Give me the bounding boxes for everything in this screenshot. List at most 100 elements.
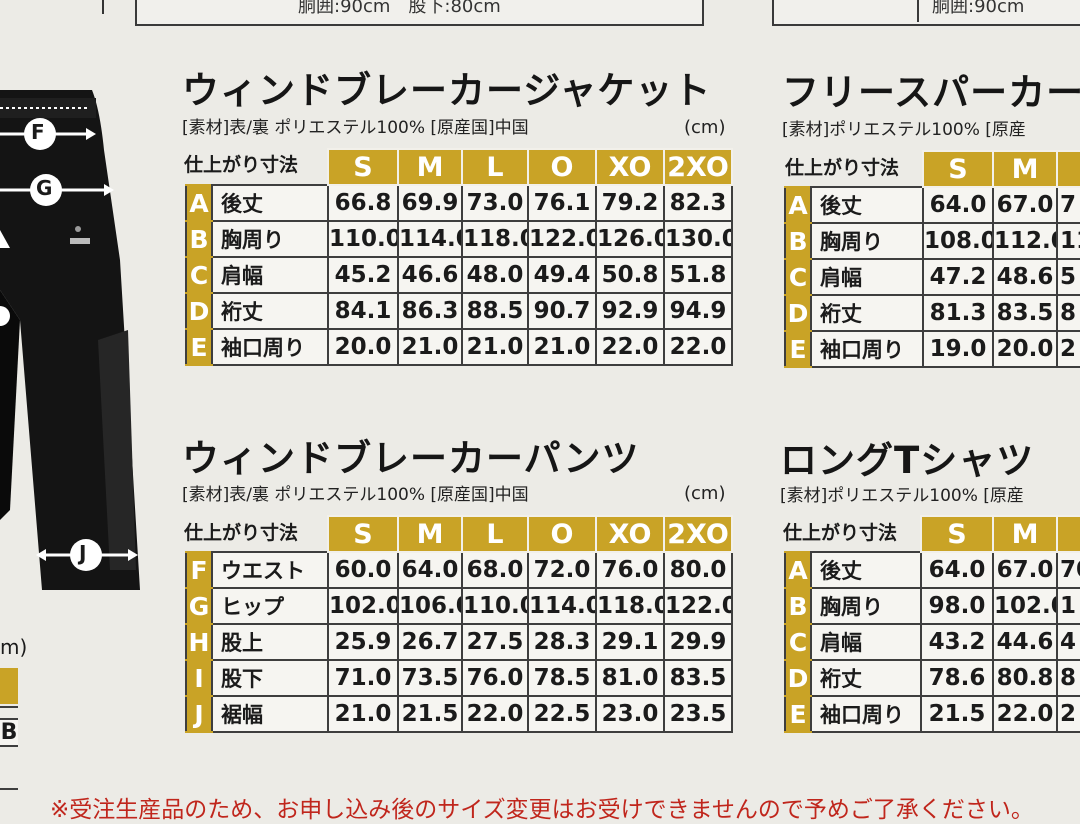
row-name: ウエスト <box>211 551 329 589</box>
row-name: 股上 <box>211 623 329 661</box>
pants-material: [素材]表/裏 ポリエステル100% [原産国]中国 <box>182 485 529 505</box>
value-cell: 26.7 <box>397 623 463 661</box>
value-cell: 67.0 <box>992 551 1058 589</box>
pants-title: ウィンドブレーカーパンツ <box>182 437 640 480</box>
table-row: A 後丈 66.8 69.9 73.0 76.1 79.2 82.3 <box>185 184 733 222</box>
pants-table-label: 仕上がり寸法 <box>184 522 299 544</box>
value-cell: 5 <box>1056 258 1080 296</box>
size-header: O <box>527 515 597 553</box>
measure-badge-j <box>70 539 102 571</box>
value-cell: 23.0 <box>595 695 665 733</box>
row-name: 股下 <box>211 659 329 697</box>
value-cell: 122.0 <box>663 587 733 625</box>
value-cell: 45.2 <box>327 256 399 294</box>
row-name: 胸周り <box>810 587 922 625</box>
brand-tag <box>70 238 90 244</box>
value-cell: 118.0 <box>595 587 665 625</box>
row-letter: E <box>784 330 812 368</box>
row-name: 裄丈 <box>810 294 924 332</box>
row-letter: E <box>784 695 812 733</box>
table-row: E 袖口周り 20.0 21.0 21.0 21.0 22.0 22.0 <box>185 328 733 366</box>
value-cell: 8 <box>1056 659 1080 697</box>
arrow-head-j-right <box>128 549 138 561</box>
size-header: S <box>922 150 994 188</box>
value-cell: 21.0 <box>527 328 597 366</box>
size-header: M <box>992 150 1058 188</box>
value-cell: 19.0 <box>922 330 994 368</box>
fleece-table-label: 仕上がり寸法 <box>785 157 900 179</box>
value-cell: 94.9 <box>663 292 733 330</box>
arrow-head-f <box>86 128 96 140</box>
value-cell: 114.0 <box>397 220 463 258</box>
row-name: 後丈 <box>211 184 329 222</box>
value-cell: 28.3 <box>527 623 597 661</box>
longtee-material: [素材]ポリエステル100% [原産 <box>780 486 1024 506</box>
jacket-title: ウィンドブレーカージャケット <box>182 69 712 112</box>
value-cell: 72.0 <box>527 551 597 589</box>
row-letter: D <box>784 659 812 697</box>
row-name: 肩幅 <box>211 256 329 294</box>
row-name: ヒップ <box>211 587 329 625</box>
value-cell: 84.1 <box>327 292 399 330</box>
arrow-head-side <box>0 230 10 248</box>
row-letter: F <box>185 551 213 589</box>
logo-mark <box>75 226 81 232</box>
row-letter: B <box>784 587 812 625</box>
value-cell: 47.2 <box>922 258 994 296</box>
pants-header-blank <box>186 516 328 552</box>
size-header: M <box>397 515 463 553</box>
jacket-header-row: S M L O XO 2XO <box>186 148 733 186</box>
value-cell: 21.5 <box>920 695 994 733</box>
value-cell: 66.8 <box>327 184 399 222</box>
table-row: I 股下 71.0 73.5 76.0 78.5 81.0 83.5 <box>185 659 733 697</box>
fleece-header-blank <box>785 151 923 187</box>
value-cell: 110.0 <box>461 587 529 625</box>
value-cell: 29.1 <box>595 623 665 661</box>
left-edge-unit: m) <box>0 635 28 659</box>
value-cell: 64.0 <box>922 186 994 224</box>
value-cell: 49.4 <box>527 256 597 294</box>
jacket-material: [素材]表/裏 ポリエステル100% [原産国]中国 <box>182 118 529 138</box>
row-name: 後丈 <box>810 551 922 589</box>
value-cell: 114.0 <box>527 587 597 625</box>
size-header: M <box>992 515 1058 553</box>
footer-note: ※受注生産品のため、お申し込み後のサイズ変更はお受けできませんので予めご了承くだ… <box>50 797 1034 823</box>
fleece-title: フリースパーカー <box>782 71 1080 114</box>
arrow-head-g <box>104 184 114 196</box>
value-cell: 98.0 <box>920 587 994 625</box>
table-row: J 裾幅 21.0 21.5 22.0 22.5 23.0 23.5 <box>185 695 733 733</box>
table-row: D 裄丈 84.1 86.3 88.5 90.7 92.9 94.9 <box>185 292 733 330</box>
value-cell: 80.0 <box>663 551 733 589</box>
value-cell: 22.0 <box>992 695 1058 733</box>
top-info-box-right <box>772 0 1080 26</box>
row-letter: A <box>185 184 213 222</box>
arrow-head-j-left <box>36 549 46 561</box>
row-name: 肩幅 <box>810 623 922 661</box>
value-cell: 110.0 <box>327 220 399 258</box>
left-edge-cell-c <box>0 752 18 790</box>
value-cell: 83.5 <box>663 659 733 697</box>
value-cell: 81.0 <box>595 659 665 697</box>
top-info-box-left <box>135 0 704 26</box>
value-cell: 73.5 <box>397 659 463 697</box>
value-cell: 43.2 <box>920 623 994 661</box>
value-cell: 20.0 <box>327 328 399 366</box>
value-cell: 21.0 <box>327 695 399 733</box>
size-header: 2XO <box>663 515 733 553</box>
value-cell: 76.0 <box>595 551 665 589</box>
value-cell: 102.0 <box>992 587 1058 625</box>
row-name: 後丈 <box>810 186 924 224</box>
jacket-size-table: S M L O XO 2XO A 後丈 66.8 69.9 73.0 76.1 79.2 82… <box>185 148 733 366</box>
table-row: E 袖口周り 21.5 22.0 2 <box>784 695 1080 733</box>
row-letter: H <box>185 623 213 661</box>
longtee-header-row: S M <box>785 515 1080 553</box>
value-cell: 25.9 <box>327 623 399 661</box>
jacket-unit: (cm) <box>684 117 726 138</box>
row-letter: G <box>185 587 213 625</box>
value-cell: 126.0 <box>595 220 665 258</box>
value-cell: 79.2 <box>595 184 665 222</box>
value-cell: 90.7 <box>527 292 597 330</box>
